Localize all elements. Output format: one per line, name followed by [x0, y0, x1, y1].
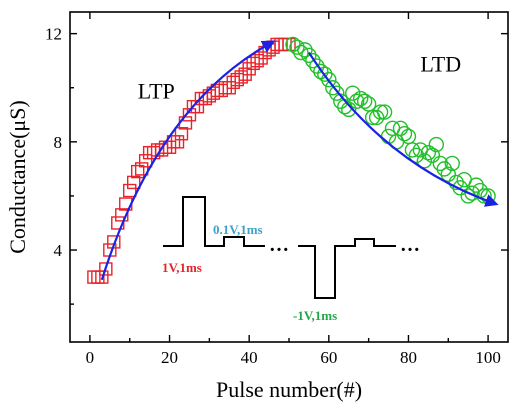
y-axis-title: Conductance(μS) [5, 100, 30, 254]
ltd-data-point [408, 147, 425, 164]
ltp-data-point [214, 83, 229, 98]
ellipsis-2: … [400, 234, 420, 256]
ltp-data-point [115, 208, 129, 222]
ltd-data-point [396, 126, 413, 142]
ltd-data-point [352, 90, 369, 107]
ltd-data-point [329, 85, 345, 101]
ltp-data-point [282, 37, 296, 52]
ltp-data-point [138, 154, 153, 168]
x-tick-label: 40 [241, 348, 258, 367]
ltd-data-point [400, 128, 417, 145]
x-axis-ticks: 0 20 40 60 80 100 [86, 12, 501, 367]
ltp-data-point [99, 262, 113, 276]
trend-arrows [100, 40, 499, 281]
trend-arrow [307, 51, 499, 207]
ltd-data-point [432, 155, 449, 172]
ltd-data-point [305, 52, 321, 69]
ltd-data-point [468, 177, 484, 193]
ltp-data-point [87, 270, 101, 284]
ltp-data-point [170, 135, 185, 149]
ltd-data-point [428, 136, 445, 153]
ltd-data-point [448, 174, 464, 191]
pulse-label-read: 0.1V,1ms [213, 222, 263, 237]
trend-arrow [100, 40, 276, 281]
ltd-data-point [424, 147, 441, 164]
ltp-pulse-waveform [163, 196, 265, 247]
ltd-data-point [416, 153, 433, 169]
ltd-data-point [440, 166, 456, 182]
ltd-data-point [420, 144, 437, 161]
ltd-data-point [392, 120, 409, 137]
ltp-data-point [127, 175, 141, 190]
y-tick-label: 12 [45, 25, 62, 44]
ltp-data-point [250, 53, 264, 68]
ltd-data-point [289, 39, 305, 55]
ltp-data-point [278, 37, 292, 52]
ltd-pulse-waveform [298, 238, 396, 299]
ltd-data-point [345, 85, 361, 101]
ltd-data-point [464, 185, 480, 201]
ltd-data-point [348, 93, 365, 109]
ltp-data-point [142, 145, 157, 160]
series-ltd [285, 36, 496, 204]
ltd-data-point [309, 58, 325, 74]
ltp-data-point [123, 183, 137, 198]
ltp-data-point [174, 127, 189, 141]
y-tick-label: 4 [54, 241, 63, 260]
ltp-data-point [154, 143, 169, 157]
ltd-data-point [368, 109, 385, 126]
ellipsis-1: … [269, 234, 289, 256]
pulse-label-set: 1V,1ms [162, 260, 202, 275]
ltp-data-point [234, 70, 248, 84]
y-axis-ticks: 4 8 12 [45, 25, 508, 305]
ltd-data-point [404, 142, 421, 158]
x-axis-title: Pulse number(#) [216, 377, 362, 402]
x-tick-label: 20 [161, 348, 178, 367]
ltd-data-point [301, 47, 317, 63]
ltp-annotation: LTP [138, 79, 175, 104]
ltd-data-point [444, 155, 460, 172]
ltp-data-point [95, 270, 109, 284]
ltd-annotation: LTD [420, 52, 461, 77]
ltd-data-point [313, 63, 329, 80]
ltd-data-point [317, 66, 333, 82]
x-tick-label: 0 [86, 348, 95, 367]
ltd-data-point [436, 161, 452, 177]
pulse-inset: … … 1V,1ms 0.1V,1ms -1V,1ms [162, 196, 420, 323]
ltd-data-point [341, 101, 357, 118]
x-tick-label: 60 [320, 348, 337, 367]
ltd-data-point [321, 71, 337, 88]
pulse-label-reset: -1V,1ms [293, 308, 337, 323]
ltd-data-point [372, 104, 389, 120]
ltd-data-point [297, 42, 313, 58]
x-tick-label: 80 [400, 348, 417, 367]
ltp-data-point [134, 162, 149, 176]
ltd-data-point [293, 44, 309, 61]
ltp-data-point [274, 37, 288, 52]
ltp-data-point [182, 108, 197, 122]
ltd-data-point [380, 128, 397, 145]
ltd-data-point [376, 104, 393, 120]
ltd-data-point [325, 80, 341, 96]
y-tick-label: 8 [54, 133, 63, 152]
x-tick-label: 100 [475, 348, 501, 367]
ltd-data-point [356, 93, 373, 109]
ltp-data-point [130, 164, 145, 179]
